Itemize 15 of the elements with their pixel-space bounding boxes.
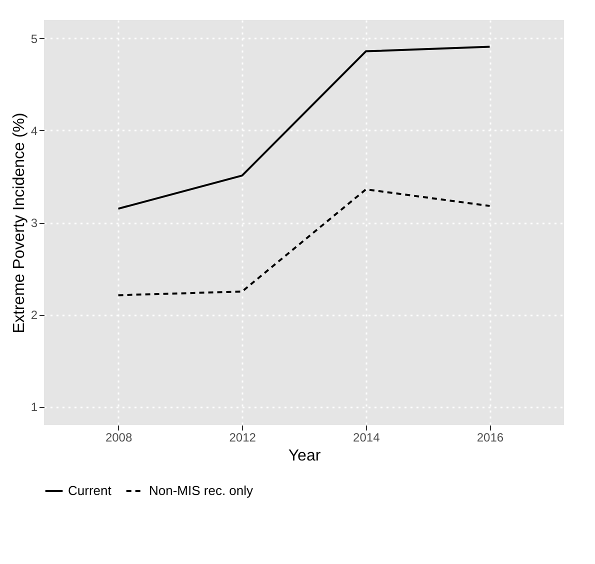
line-series — [117, 46, 491, 210]
y-tick-label: 1 — [30, 400, 38, 414]
y-tick-label: 2 — [30, 308, 38, 322]
y-tick-label: 5 — [30, 32, 38, 46]
legend-label: Current — [68, 483, 112, 498]
x-tick-label: 2016 — [476, 430, 504, 444]
x-tick-label: 2012 — [229, 430, 256, 444]
x-tick-label: 2014 — [353, 430, 380, 444]
x-tick-label: 2008 — [105, 430, 132, 444]
x-axis-title: Year — [288, 448, 322, 464]
line-series — [117, 188, 491, 296]
legend-label: Non-MIS rec. only — [149, 483, 254, 498]
y-tick-label: 4 — [30, 124, 38, 138]
y-tick-label: 3 — [30, 216, 38, 230]
y-axis-title: Extreme Poverty Incidence (%) — [10, 112, 28, 334]
